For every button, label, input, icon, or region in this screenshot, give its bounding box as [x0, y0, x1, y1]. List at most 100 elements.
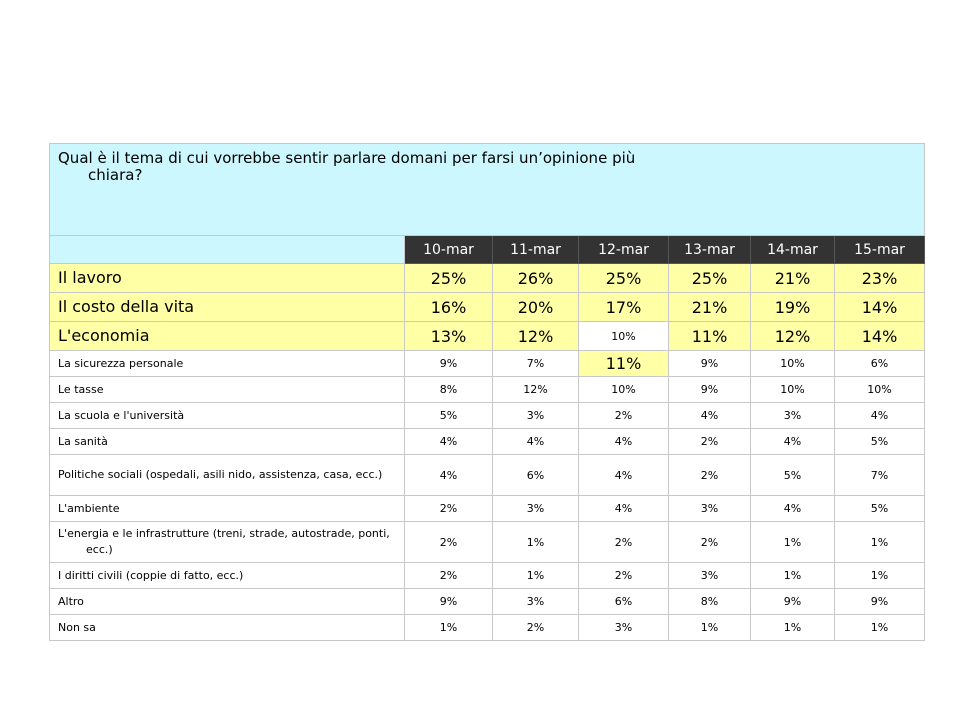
value-cell: 14%: [833, 321, 926, 351]
date-header: 13-mar: [668, 235, 751, 264]
row-label: L'energia e le infrastrutture (treni, st…: [49, 521, 405, 563]
value-cell: 17%: [578, 292, 669, 322]
value-cell: 4%: [404, 428, 493, 455]
table-row: I diritti civili (coppie di fatto, ecc.)…: [49, 562, 926, 589]
row-label-text: La scuola e l'università: [58, 408, 185, 422]
table-row: Politiche sociali (ospedali, asili nido,…: [49, 454, 926, 496]
value-cell: 12%: [492, 376, 579, 403]
value-cell: 4%: [833, 402, 926, 429]
value-cell: 4%: [404, 454, 493, 496]
value-cell: 2%: [578, 402, 669, 429]
value-cell: 3%: [492, 588, 579, 615]
value-cell: 9%: [668, 350, 751, 377]
value-cell: 9%: [404, 588, 493, 615]
value-cell: 4%: [492, 428, 579, 455]
table-row: Il costo della vita 16% 20% 17% 21% 19% 14%: [49, 292, 926, 322]
value-cell: 2%: [404, 495, 493, 522]
row-label: Il costo della vita: [49, 292, 405, 322]
value-cell: 10%: [750, 376, 835, 403]
table-row: Non sa 1% 2% 3% 1% 1% 1%: [49, 614, 926, 641]
value-cell: 5%: [833, 495, 926, 522]
value-cell: 13%: [404, 321, 493, 351]
value-cell: 2%: [578, 562, 669, 589]
row-label-text: La sanità: [58, 434, 108, 448]
value-cell: 14%: [833, 292, 926, 322]
value-cell: 6%: [833, 350, 926, 377]
row-label: I diritti civili (coppie di fatto, ecc.): [49, 562, 405, 589]
value-cell: 1%: [750, 614, 835, 641]
table-row: L'economia 13% 12% 10% 11% 12% 14%: [49, 321, 926, 351]
value-cell: 6%: [492, 454, 579, 496]
value-cell: 10%: [750, 350, 835, 377]
value-cell: 3%: [750, 402, 835, 429]
value-cell: 4%: [578, 428, 669, 455]
value-cell: 11%: [668, 321, 751, 351]
value-cell: 9%: [833, 588, 926, 615]
value-cell: 4%: [668, 402, 751, 429]
value-cell: 2%: [668, 521, 751, 563]
row-label-text: L'energia e le infrastrutture (treni, st…: [58, 527, 390, 556]
survey-table: Qual è il tema di cui vorrebbe sentir pa…: [48, 143, 926, 641]
table-row: L'energia e le infrastrutture (treni, st…: [49, 521, 926, 563]
value-cell: 10%: [578, 321, 669, 351]
value-cell: 9%: [750, 588, 835, 615]
table-row: Le tasse 8% 12% 10% 9% 10% 10%: [49, 376, 926, 403]
row-label: Le tasse: [49, 376, 405, 403]
table-body: Il lavoro 25% 26% 25% 25% 21% 23% Il costo dell…: [49, 263, 926, 641]
row-label-text: Politiche sociali (ospedali, asili nido,…: [58, 468, 383, 481]
table-row: Il lavoro 25% 26% 25% 25% 21% 23%: [49, 263, 926, 293]
row-label: Non sa: [49, 614, 405, 641]
row-label: La scuola e l'università: [49, 402, 405, 429]
row-label: L'ambiente: [49, 495, 405, 522]
question-cell: Qual è il tema di cui vorrebbe sentir pa…: [48, 143, 926, 236]
value-cell: 6%: [578, 588, 669, 615]
value-cell: 4%: [578, 495, 669, 522]
row-label-text: Le tasse: [58, 382, 104, 396]
value-cell: 1%: [833, 521, 926, 563]
value-cell: 4%: [750, 495, 835, 522]
value-cell: 25%: [668, 263, 751, 293]
date-header: 14-mar: [750, 235, 835, 264]
row-label-text: Non sa: [58, 620, 96, 634]
value-cell: 7%: [492, 350, 579, 377]
value-cell: 3%: [668, 495, 751, 522]
value-cell: 1%: [492, 562, 579, 589]
value-cell: 7%: [833, 454, 926, 496]
value-cell: 12%: [750, 321, 835, 351]
row-label-text: L'economia: [58, 326, 150, 345]
value-cell: 4%: [750, 428, 835, 455]
value-cell: 2%: [578, 521, 669, 563]
value-cell: 25%: [578, 263, 669, 293]
value-cell: 1%: [668, 614, 751, 641]
value-cell: 1%: [492, 521, 579, 563]
row-label: L'economia: [49, 321, 405, 351]
table-row: Altro 9% 3% 6% 8% 9% 9%: [49, 588, 926, 615]
row-label: Il lavoro: [49, 263, 405, 293]
table-row: L'ambiente 2% 3% 4% 3% 4% 5%: [49, 495, 926, 522]
value-cell: 20%: [492, 292, 579, 322]
value-cell: 11%: [578, 350, 669, 377]
date-header-row: 10-mar 11-mar 12-mar 13-mar 14-mar 15-ma…: [49, 235, 926, 264]
value-cell: 5%: [833, 428, 926, 455]
date-header: 15-mar: [833, 235, 926, 264]
value-cell: 1%: [750, 562, 835, 589]
header-spacer: [49, 235, 405, 264]
value-cell: 2%: [404, 562, 493, 589]
value-cell: 1%: [404, 614, 493, 641]
value-cell: 3%: [668, 562, 751, 589]
value-cell: 26%: [492, 263, 579, 293]
value-cell: 3%: [578, 614, 669, 641]
row-label-text: Il lavoro: [58, 268, 122, 287]
value-cell: 5%: [404, 402, 493, 429]
date-header: 10-mar: [404, 235, 493, 264]
value-cell: 9%: [668, 376, 751, 403]
row-label-text: Il costo della vita: [58, 297, 195, 316]
question-row: Qual è il tema di cui vorrebbe sentir pa…: [48, 143, 926, 236]
row-label: Altro: [49, 588, 405, 615]
value-cell: 3%: [492, 495, 579, 522]
value-cell: 4%: [578, 454, 669, 496]
value-cell: 2%: [668, 428, 751, 455]
value-cell: 21%: [750, 263, 835, 293]
value-cell: 16%: [404, 292, 493, 322]
value-cell: 9%: [404, 350, 493, 377]
